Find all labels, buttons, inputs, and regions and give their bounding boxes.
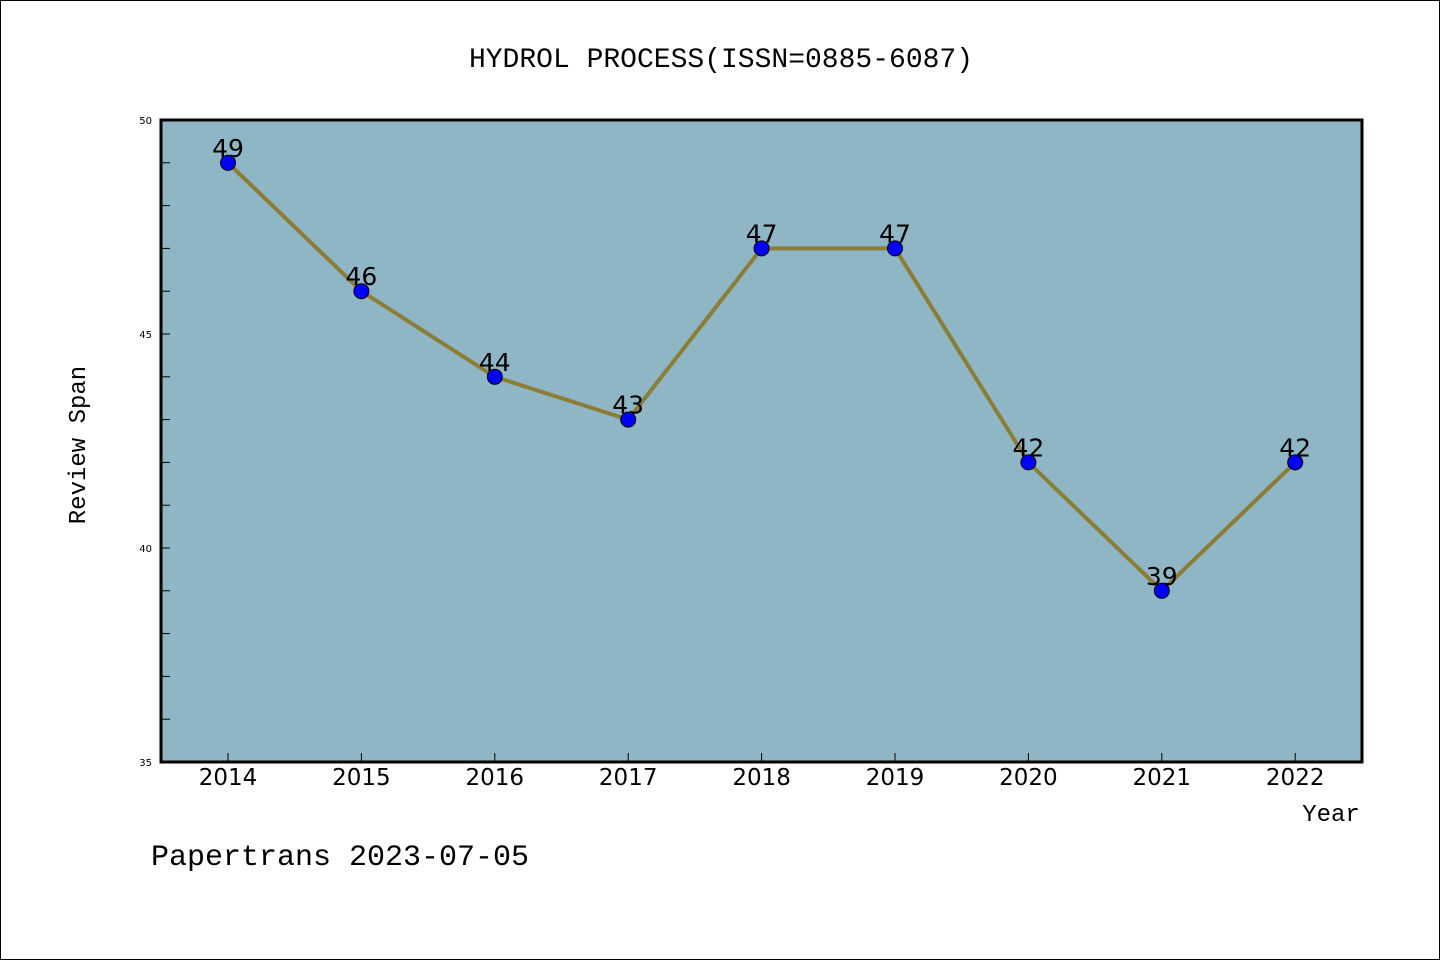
x-tick-label: 2014 [199, 765, 258, 791]
data-point [353, 283, 370, 300]
data-label: 47 [746, 219, 778, 248]
x-tick-label: 2018 [732, 765, 791, 791]
data-label: 49 [212, 134, 244, 163]
x-axis-label: Year [1302, 802, 1360, 829]
data-label: 46 [345, 262, 377, 291]
plot-frame [159, 118, 1364, 764]
data-label: 44 [479, 348, 511, 377]
data-label: 42 [1279, 433, 1311, 462]
data-label: 42 [1012, 433, 1044, 462]
y-tick-label: 45 [139, 330, 152, 341]
data-label: 47 [879, 219, 911, 248]
x-tick-label: 2017 [599, 765, 658, 791]
x-tick-label: 2022 [1266, 765, 1325, 791]
x-tick-label: 2021 [1133, 765, 1192, 791]
data-point [620, 411, 637, 428]
y-tick-label: 40 [139, 544, 152, 555]
plot-area [161, 120, 1362, 762]
data-point [1020, 454, 1037, 471]
y-axis-label: Review Span [66, 366, 93, 524]
x-tick-label: 2019 [866, 765, 925, 791]
data-point [887, 240, 903, 257]
x-tick-label: 2016 [466, 765, 525, 791]
data-label: 39 [1146, 562, 1178, 591]
data-point [1287, 454, 1304, 471]
x-tick-label: 2015 [332, 765, 391, 791]
y-tick-label: 35 [139, 758, 152, 769]
data-point [1153, 582, 1170, 599]
chart-title: HYDROL PROCESS(ISSN=0885-6087) [469, 45, 973, 76]
data-point [753, 240, 770, 257]
y-tick-label: 50 [139, 116, 152, 127]
x-tick-label: 2020 [999, 765, 1058, 791]
data-point [486, 368, 503, 385]
data-label: 43 [612, 391, 644, 420]
footer-text: Papertrans 2023-07-05 [151, 841, 529, 875]
data-point [220, 154, 236, 171]
